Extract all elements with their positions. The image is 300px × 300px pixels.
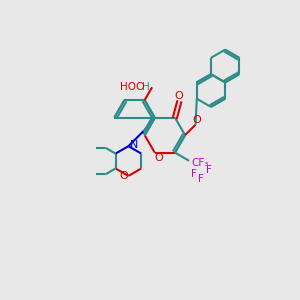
Text: F: F bbox=[198, 174, 204, 184]
Text: CF₃: CF₃ bbox=[192, 158, 209, 168]
Text: N: N bbox=[130, 140, 138, 150]
Text: HO: HO bbox=[120, 82, 136, 92]
Text: O: O bbox=[135, 82, 144, 92]
Text: O: O bbox=[119, 171, 128, 181]
Text: O: O bbox=[154, 153, 163, 163]
Text: F: F bbox=[206, 165, 212, 175]
Text: H: H bbox=[142, 82, 149, 92]
Text: O: O bbox=[193, 115, 201, 125]
Text: O: O bbox=[175, 92, 184, 101]
Text: F: F bbox=[190, 169, 196, 179]
